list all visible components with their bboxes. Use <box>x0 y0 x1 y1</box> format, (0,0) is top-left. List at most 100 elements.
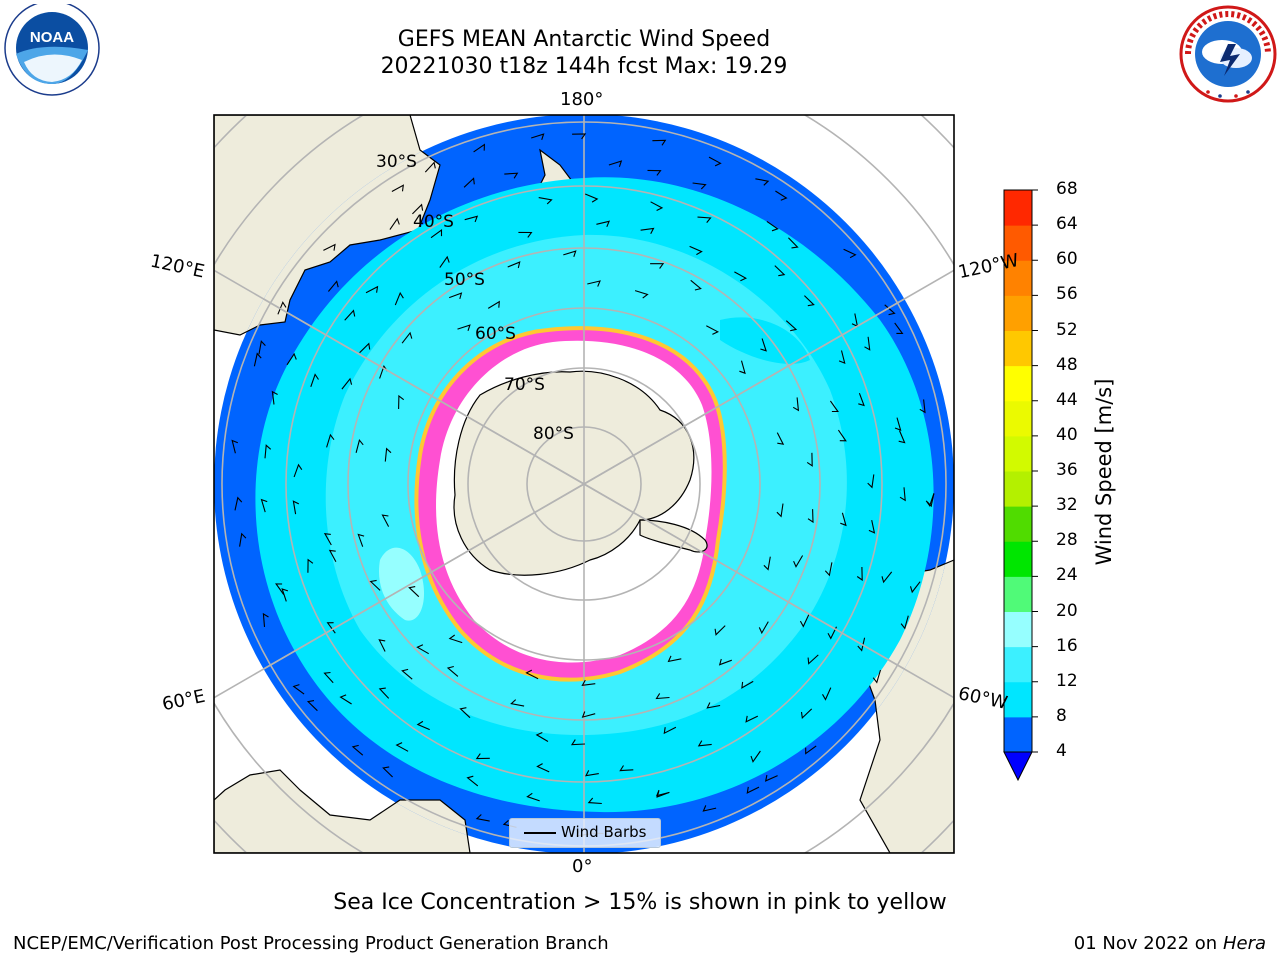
wind-barb <box>822 687 832 701</box>
colorbar-tick-label: 8 <box>1056 705 1067 726</box>
wind-barb <box>827 626 837 640</box>
wind-barb <box>596 220 611 228</box>
wind-barb <box>584 193 599 203</box>
colorbar-swatch <box>1004 471 1032 507</box>
wind-barb <box>650 263 665 269</box>
wind-field-8-12b <box>720 317 810 364</box>
wind-barb <box>650 201 664 211</box>
colorbar-swatch <box>1004 295 1032 331</box>
wind-barb <box>868 519 876 534</box>
lat-label-60s: 60°S <box>475 324 516 344</box>
wind-barb <box>457 324 471 331</box>
wind-barb <box>286 352 297 366</box>
wind-barb <box>774 265 786 277</box>
wind-barb <box>867 474 875 489</box>
wind-barb <box>535 731 549 742</box>
wind-barb <box>800 708 813 720</box>
wind-barb <box>655 693 670 700</box>
colorbar-swatch <box>1004 435 1032 472</box>
colorbar-swatch <box>1004 576 1032 612</box>
wind-barb <box>690 279 702 291</box>
wind-barb-legend-line <box>524 832 556 834</box>
wind-barb <box>706 325 720 335</box>
wind-barb <box>741 680 754 689</box>
chart-subtitle: 20221030 t18z 144h fcst Max: 19.29 <box>380 54 788 79</box>
wind-barb <box>689 245 703 256</box>
wind-barb <box>634 290 649 299</box>
wind-barb <box>799 614 810 628</box>
wind-barb <box>807 654 819 665</box>
wind-barb <box>857 637 866 652</box>
wind-barb <box>864 336 871 351</box>
sea-ice-caption: Sea Ice Concentration > 15% is shown in … <box>333 890 947 915</box>
wind-barb <box>776 432 785 445</box>
wind-barb <box>702 805 717 812</box>
wind-barb <box>775 190 788 201</box>
wind-barb <box>264 444 272 459</box>
wind-barb <box>507 261 521 269</box>
wind-barb <box>326 433 335 448</box>
colorbar-tick-label: 40 <box>1056 424 1078 445</box>
wind-barb <box>424 161 436 173</box>
wind-barb <box>697 216 712 223</box>
wind-barb <box>746 786 760 794</box>
wind-barb <box>239 532 247 547</box>
colorbar-tick-label: 52 <box>1056 319 1078 340</box>
wind-barb <box>328 549 337 563</box>
wind-barb <box>384 447 392 462</box>
wind-barb <box>608 160 623 167</box>
nws-logo-icon <box>1179 5 1277 103</box>
wind-barb <box>894 417 902 431</box>
wind-barb <box>395 742 409 752</box>
colorbar-swatch <box>1004 716 1032 753</box>
wind-barb <box>785 320 798 332</box>
colorbar-swatch <box>1004 646 1032 683</box>
wind-barb <box>408 586 420 598</box>
wind-barb <box>806 452 813 467</box>
footer-date: 01 Nov 2022 on Hera <box>1073 933 1266 954</box>
wind-barb <box>341 377 353 390</box>
wind-barb <box>448 634 463 644</box>
wind-barb <box>394 291 404 306</box>
wind-barb <box>446 665 459 677</box>
wind-barb <box>843 248 857 259</box>
map-frame <box>213 114 955 854</box>
wind-barb <box>416 720 430 731</box>
colorbar-swatch <box>1004 506 1032 542</box>
colorbar-tick-label: 48 <box>1056 354 1078 375</box>
wind-barb <box>323 671 334 684</box>
colorbar-swatch <box>1004 400 1032 437</box>
wind-barb <box>271 390 278 405</box>
wind-barb <box>359 342 371 354</box>
wind-barb <box>401 668 413 680</box>
wind-barb <box>292 500 300 515</box>
wind-barbs-legend-label: Wind Barbs <box>561 823 647 841</box>
wind-barb <box>504 172 519 179</box>
wind-barb <box>439 255 450 268</box>
wind-barb <box>339 694 352 705</box>
wind-barb <box>909 581 921 594</box>
wind-barb <box>258 340 266 355</box>
wind-barb <box>378 639 386 652</box>
land-africa <box>214 769 471 853</box>
wind-barb <box>739 360 746 375</box>
wind-barb <box>872 669 882 684</box>
chart-title: GEFS MEAN Antarctic Wind Speed <box>397 27 771 52</box>
wind-barb <box>804 295 815 307</box>
wind-barb <box>750 750 761 763</box>
wind-barb <box>277 301 287 315</box>
wind-barb <box>899 487 906 502</box>
colorbar-swatch <box>1004 225 1032 261</box>
wind-barb <box>640 227 655 234</box>
wind-barb <box>647 169 662 176</box>
wind-barb <box>667 655 682 663</box>
wind-barb <box>525 669 539 680</box>
colorbar-tick-label: 68 <box>1056 179 1078 199</box>
wind-barb <box>398 394 405 410</box>
lat-label-70s: 70°S <box>504 375 545 395</box>
wind-barb <box>475 753 490 760</box>
wind-barb <box>281 588 289 602</box>
colorbar-tick-label: 32 <box>1056 495 1078 516</box>
wind-barb <box>764 774 778 782</box>
wind-barb <box>538 197 553 205</box>
